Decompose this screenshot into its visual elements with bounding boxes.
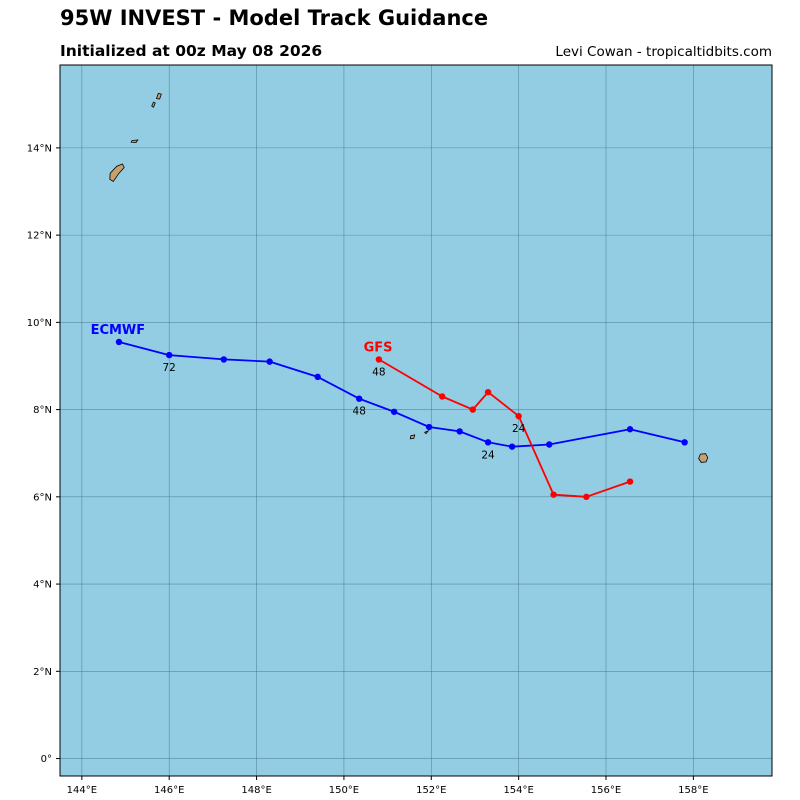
ecmwf-track-point (681, 439, 688, 446)
gfs-track-point (550, 491, 557, 498)
ecmwf-track-point (266, 358, 273, 365)
gfs-track-point (626, 478, 634, 485)
gfs-hour-label: 48 (372, 366, 385, 378)
y-tick-label: 10°N (27, 318, 52, 329)
x-tick-label: 156°E (591, 785, 621, 796)
gfs-track-point (515, 412, 522, 420)
gfs-track-line (378, 358, 631, 498)
island-atoll-2 (423, 430, 430, 435)
island-rota (130, 139, 139, 144)
credit-label: Levi Cowan - tropicaltidbits.com (555, 44, 772, 60)
y-tick-label: 6°N (33, 492, 52, 503)
x-tick-label: 148°E (241, 785, 271, 796)
ecmwf-track-point (626, 426, 634, 433)
x-tick-label: 158°E (678, 785, 708, 796)
gfs-track-point (484, 388, 492, 396)
ecmwf-track-point (166, 351, 173, 359)
y-tick-label: 2°N (33, 667, 52, 678)
ecmwf-track-point (484, 439, 492, 446)
island-tinian (151, 101, 156, 108)
gfs-track-point (469, 406, 476, 413)
ecmwf-track-point (220, 356, 228, 363)
ecmwf-hour-label: 48 (353, 406, 366, 418)
gfs-model-label: GFS (364, 340, 393, 355)
island-pohnpei (698, 453, 709, 463)
ecmwf-track-point (425, 423, 433, 431)
x-tick-label: 146°E (154, 785, 184, 796)
ecmwf-track-line (118, 341, 685, 448)
grid-lines (60, 65, 772, 776)
island-guam (109, 163, 125, 183)
x-tick-label: 154°E (503, 785, 533, 796)
y-tick-label: 14°N (27, 143, 52, 154)
page-title: 95W INVEST - Model Track Guidance (60, 6, 489, 30)
ecmwf-track-point (390, 408, 398, 415)
y-tick-label: 4°N (33, 580, 52, 591)
gfs-track-point (375, 356, 383, 363)
island-atoll-1 (409, 434, 416, 440)
ecmwf-track-point (356, 395, 363, 402)
ecmwf-hour-label: 24 (481, 449, 495, 461)
gfs-hour-label: 24 (512, 423, 526, 435)
ecmwf-track-point (546, 441, 553, 448)
x-tick-label: 144°E (67, 785, 97, 796)
ecmwf-track-point (508, 443, 516, 450)
ecmwf-track-point (115, 338, 123, 346)
ecmwf-hour-label: 72 (163, 362, 176, 374)
tracks-layer: 24 48 72 ECMWF 24 48 GFS (91, 323, 688, 501)
ecmwf-model-label: ECMWF (91, 323, 146, 338)
init-time-subtitle: Initialized at 00z May 08 2026 (60, 42, 323, 60)
land-layer (109, 92, 709, 463)
x-tick-label: 150°E (329, 785, 359, 796)
ecmwf-track-point (456, 428, 463, 435)
ecmwf-track-point (314, 373, 321, 381)
island-saipan (155, 92, 162, 100)
x-tick-label: 152°E (416, 785, 446, 796)
gfs-track-point (439, 393, 446, 400)
y-tick-label: 8°N (33, 405, 52, 416)
map-frame (59, 64, 773, 777)
y-tick-label: 0° (41, 754, 52, 765)
y-tick-label: 12°N (27, 231, 52, 242)
axis-ticks: 144°E 146°E 148°E 150°E 152°E 154°E 156°E 158°E… (27, 143, 709, 796)
gfs-track-point (583, 493, 590, 501)
